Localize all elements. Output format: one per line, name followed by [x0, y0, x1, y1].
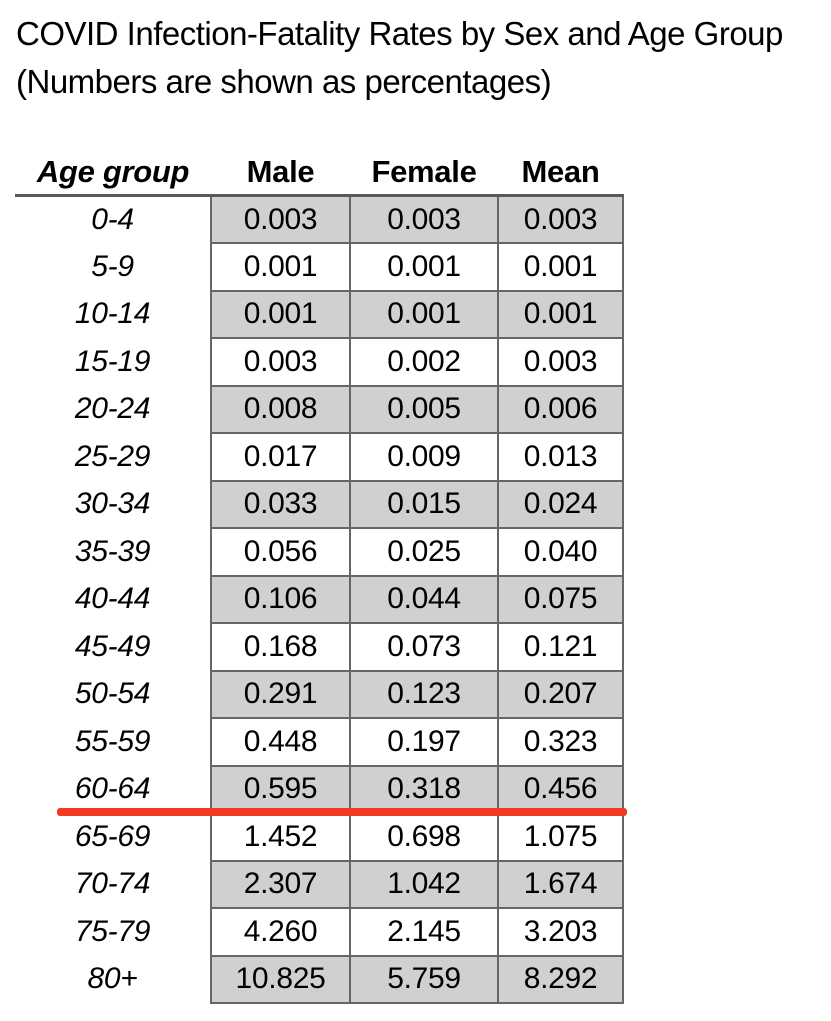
- female-value-cell: 0.003: [349, 194, 499, 244]
- male-value-cell: 0.291: [210, 669, 351, 719]
- age-cell: 45-49: [15, 623, 211, 671]
- title-line-1: COVID Infection-Fatality Rates by Sex an…: [16, 15, 783, 52]
- age-cell: 35-39: [15, 528, 211, 576]
- mean-value-cell: 0.003: [497, 194, 624, 244]
- female-value-cell: 0.025: [349, 527, 499, 577]
- female-value-cell: 0.001: [349, 289, 499, 339]
- mean-value-cell: 0.001: [497, 289, 624, 339]
- ifr-table: Age group Male Female Mean 0-4 0.003 0.0…: [15, 150, 624, 1004]
- page-title: COVID Infection-Fatality Rates by Sex an…: [16, 10, 783, 106]
- female-value-cell: 0.197: [349, 717, 499, 767]
- male-value-cell: 0.106: [210, 574, 351, 624]
- table-row: 45-49 0.168 0.073 0.121: [15, 622, 624, 672]
- mean-value-cell: 0.040: [497, 527, 624, 577]
- highlight-line: [57, 808, 627, 816]
- table-row: 60-64 0.595 0.318 0.456: [15, 764, 624, 814]
- age-cell: 10-14: [15, 290, 211, 338]
- age-cell: 25-29: [15, 433, 211, 481]
- female-value-cell: 0.073: [349, 622, 499, 672]
- age-cell: 65-69: [15, 813, 211, 861]
- table-row: 10-14 0.001 0.001 0.001: [15, 289, 624, 339]
- age-cell: 0-4: [15, 195, 211, 243]
- male-value-cell: 0.001: [210, 242, 351, 292]
- mean-value-cell: 0.001: [497, 242, 624, 292]
- table-row: 35-39 0.056 0.025 0.040: [15, 527, 624, 577]
- age-cell: 80+: [15, 955, 211, 1003]
- male-value-cell: 0.001: [210, 289, 351, 339]
- mean-value-cell: 0.003: [497, 337, 624, 387]
- male-value-cell: 0.008: [210, 384, 351, 434]
- table-row: 50-54 0.291 0.123 0.207: [15, 669, 624, 719]
- title-line-2: (Numbers are shown as percentages): [16, 63, 552, 100]
- male-value-cell: 0.448: [210, 717, 351, 767]
- table-row: 15-19 0.003 0.002 0.003: [15, 337, 624, 387]
- header-male: Male: [211, 150, 350, 197]
- male-value-cell: 0.168: [210, 622, 351, 672]
- mean-value-cell: 1.674: [497, 859, 624, 909]
- mean-value-cell: 0.323: [497, 717, 624, 767]
- header-female: Female: [350, 150, 498, 197]
- female-value-cell: 0.698: [349, 812, 499, 862]
- age-cell: 5-9: [15, 243, 211, 291]
- female-value-cell: 0.002: [349, 337, 499, 387]
- table-row: 25-29 0.017 0.009 0.013: [15, 432, 624, 482]
- header-age-group: Age group: [15, 150, 211, 197]
- female-value-cell: 5.759: [349, 954, 499, 1004]
- age-cell: 30-34: [15, 480, 211, 528]
- mean-value-cell: 8.292: [497, 954, 624, 1004]
- male-value-cell: 0.003: [210, 194, 351, 244]
- age-cell: 15-19: [15, 338, 211, 386]
- mean-value-cell: 0.207: [497, 669, 624, 719]
- male-value-cell: 0.017: [210, 432, 351, 482]
- female-value-cell: 1.042: [349, 859, 499, 909]
- mean-value-cell: 3.203: [497, 907, 624, 957]
- table-row: 0-4 0.003 0.003 0.003: [15, 194, 624, 244]
- male-value-cell: 0.033: [210, 479, 351, 529]
- female-value-cell: 0.015: [349, 479, 499, 529]
- table-row: 75-79 4.260 2.145 3.203: [15, 907, 624, 957]
- male-value-cell: 2.307: [210, 859, 351, 909]
- male-value-cell: 1.452: [210, 812, 351, 862]
- age-cell: 50-54: [15, 670, 211, 718]
- age-cell: 60-64: [15, 765, 211, 813]
- female-value-cell: 0.001: [349, 242, 499, 292]
- table-row: 55-59 0.448 0.197 0.323: [15, 717, 624, 767]
- male-value-cell: 0.003: [210, 337, 351, 387]
- table-row: 20-24 0.008 0.005 0.006: [15, 384, 624, 434]
- age-cell: 70-74: [15, 860, 211, 908]
- male-value-cell: 0.056: [210, 527, 351, 577]
- mean-value-cell: 0.024: [497, 479, 624, 529]
- table-row: 5-9 0.001 0.001 0.001: [15, 242, 624, 292]
- female-value-cell: 0.044: [349, 574, 499, 624]
- header-mean: Mean: [498, 150, 623, 197]
- table-row: 30-34 0.033 0.015 0.024: [15, 479, 624, 529]
- table-row: 40-44 0.106 0.044 0.075: [15, 574, 624, 624]
- female-value-cell: 0.318: [349, 764, 499, 814]
- age-cell: 75-79: [15, 908, 211, 956]
- table-body: 0-4 0.003 0.003 0.003 5-9 0.001 0.001 0.…: [15, 194, 624, 1004]
- mean-value-cell: 0.121: [497, 622, 624, 672]
- age-cell: 20-24: [15, 385, 211, 433]
- female-value-cell: 0.123: [349, 669, 499, 719]
- table-row: 80+ 10.825 5.759 8.292: [15, 954, 624, 1004]
- table-row: 70-74 2.307 1.042 1.674: [15, 859, 624, 909]
- female-value-cell: 2.145: [349, 907, 499, 957]
- mean-value-cell: 1.075: [497, 812, 624, 862]
- age-cell: 55-59: [15, 718, 211, 766]
- mean-value-cell: 0.075: [497, 574, 624, 624]
- header-row: Age group Male Female Mean: [15, 150, 623, 197]
- male-value-cell: 4.260: [210, 907, 351, 957]
- female-value-cell: 0.009: [349, 432, 499, 482]
- male-value-cell: 10.825: [210, 954, 351, 1004]
- mean-value-cell: 0.456: [497, 764, 624, 814]
- female-value-cell: 0.005: [349, 384, 499, 434]
- mean-value-cell: 0.013: [497, 432, 624, 482]
- table-row: 65-69 1.452 0.698 1.075: [15, 812, 624, 862]
- male-value-cell: 0.595: [210, 764, 351, 814]
- mean-value-cell: 0.006: [497, 384, 624, 434]
- age-cell: 40-44: [15, 575, 211, 623]
